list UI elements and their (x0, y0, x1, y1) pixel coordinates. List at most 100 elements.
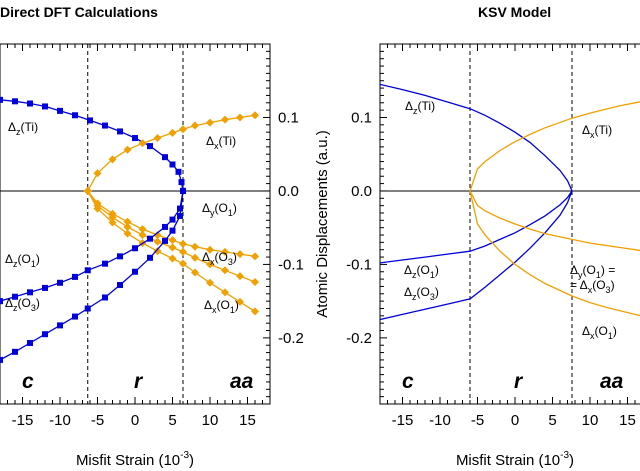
data-point (27, 340, 33, 347)
data-point (84, 267, 91, 274)
data-point (102, 294, 108, 301)
data-point (191, 253, 199, 262)
data-point (123, 229, 132, 238)
data-point (102, 122, 108, 129)
data-point (83, 186, 92, 195)
x-tick-label: -5 (471, 412, 484, 429)
series-label: = Δx(O3) (570, 278, 615, 295)
data-point (179, 239, 187, 248)
series-line (380, 190, 573, 321)
x-tick-label: 0 (131, 412, 139, 429)
data-point (57, 322, 63, 329)
data-point (0, 298, 3, 305)
series-label: Δy(O1) (202, 201, 237, 218)
data-point (206, 278, 214, 287)
data-point (251, 252, 259, 261)
data-point (87, 117, 93, 124)
series-labels: Δz(Ti) Δx(Ti) Δy(O1) Δx(O3) Δx(O1) Δz(O1) Δz(O… (5, 120, 239, 315)
series-label: Δz(O3) (5, 296, 40, 313)
data-point (251, 307, 259, 316)
data-point (175, 168, 182, 175)
series-label: Δx(O3) (202, 250, 237, 267)
data-point (221, 115, 229, 124)
data-point (168, 254, 177, 263)
series-label: Δz(Ti) (8, 120, 38, 137)
x-tick-label: -15 (392, 412, 414, 429)
x-tick-label: 10 (202, 412, 219, 429)
series-line (380, 83, 573, 192)
region-label: aa (600, 370, 624, 393)
data-point (191, 121, 199, 130)
series-line (87, 190, 256, 283)
plot-frame (379, 43, 640, 405)
y-tick-label: 0.1 (278, 109, 299, 126)
data-point (84, 305, 91, 312)
y-tick-label: -0.1 (346, 256, 372, 273)
data-point (162, 154, 168, 161)
data-point (27, 100, 33, 107)
data-point (191, 242, 199, 251)
tick-labels: -15 -10 -5 0 5 10 15 0.1 0.0 -0.1 -0.2 (12, 109, 304, 429)
data-point (153, 134, 162, 143)
x-tick-label: 10 (582, 412, 599, 429)
data-point (179, 125, 187, 134)
data-point (147, 254, 153, 261)
y-tick-label: -0.2 (346, 330, 372, 347)
data-point (72, 112, 78, 119)
x-tick-label: -5 (91, 412, 104, 429)
series-line (0, 99, 184, 192)
data-point (132, 268, 138, 275)
data-point (108, 213, 117, 222)
data-point (42, 103, 48, 110)
minor-ticks (0, 43, 271, 405)
series-label: Δz(O1) (5, 252, 40, 269)
data-point (132, 135, 138, 142)
data-point (123, 222, 132, 231)
series-line (0, 190, 184, 302)
x-tick-label: 0 (511, 412, 519, 429)
data-point (251, 111, 259, 120)
data-point (117, 281, 123, 288)
data-point (42, 331, 48, 338)
phase-boundaries (380, 44, 640, 404)
data-point (117, 128, 123, 135)
data-point (108, 155, 117, 164)
data-point (236, 113, 244, 122)
y-tick-label: 0.1 (351, 109, 372, 126)
region-label: c (402, 370, 414, 393)
series-group (380, 83, 640, 321)
data-point (206, 245, 214, 254)
data-point (147, 143, 153, 150)
data-point (179, 259, 187, 268)
series-line (469, 190, 640, 317)
series-line (469, 190, 640, 252)
series-label: Δx(O1) (582, 324, 617, 341)
series-label: Δx(O1) (204, 298, 239, 315)
data-point (168, 236, 177, 245)
y-axis-label: Atomic Displacements (a.u.) (314, 130, 331, 318)
data-point (221, 288, 229, 297)
series-group (0, 96, 259, 363)
tick-labels: -15 -10 -5 0 5 10 15 0.1 0.0 -0.1 -0.2 (346, 109, 636, 429)
plot-frame (0, 43, 271, 405)
chart-title: KSV Model (478, 4, 551, 20)
y-tick-label: 0.0 (351, 183, 372, 200)
data-point (132, 245, 138, 252)
region-label: c (22, 370, 34, 393)
data-point (168, 128, 177, 137)
x-tick-label: -15 (12, 412, 34, 429)
region-label: r (514, 370, 524, 393)
series-label: Δz(Ti) (405, 99, 435, 116)
series-label: Δy(O1) = (570, 263, 615, 280)
data-point (153, 247, 162, 256)
data-point (153, 237, 162, 246)
data-point (153, 231, 162, 240)
series-label: Δx(Ti) (582, 123, 612, 140)
region-labels: c r aa (22, 370, 254, 393)
data-point (27, 289, 33, 296)
data-point (236, 250, 244, 259)
x-tick-label: -10 (49, 412, 71, 429)
region-label: aa (230, 370, 254, 393)
data-point (177, 205, 183, 212)
data-point (177, 212, 183, 219)
